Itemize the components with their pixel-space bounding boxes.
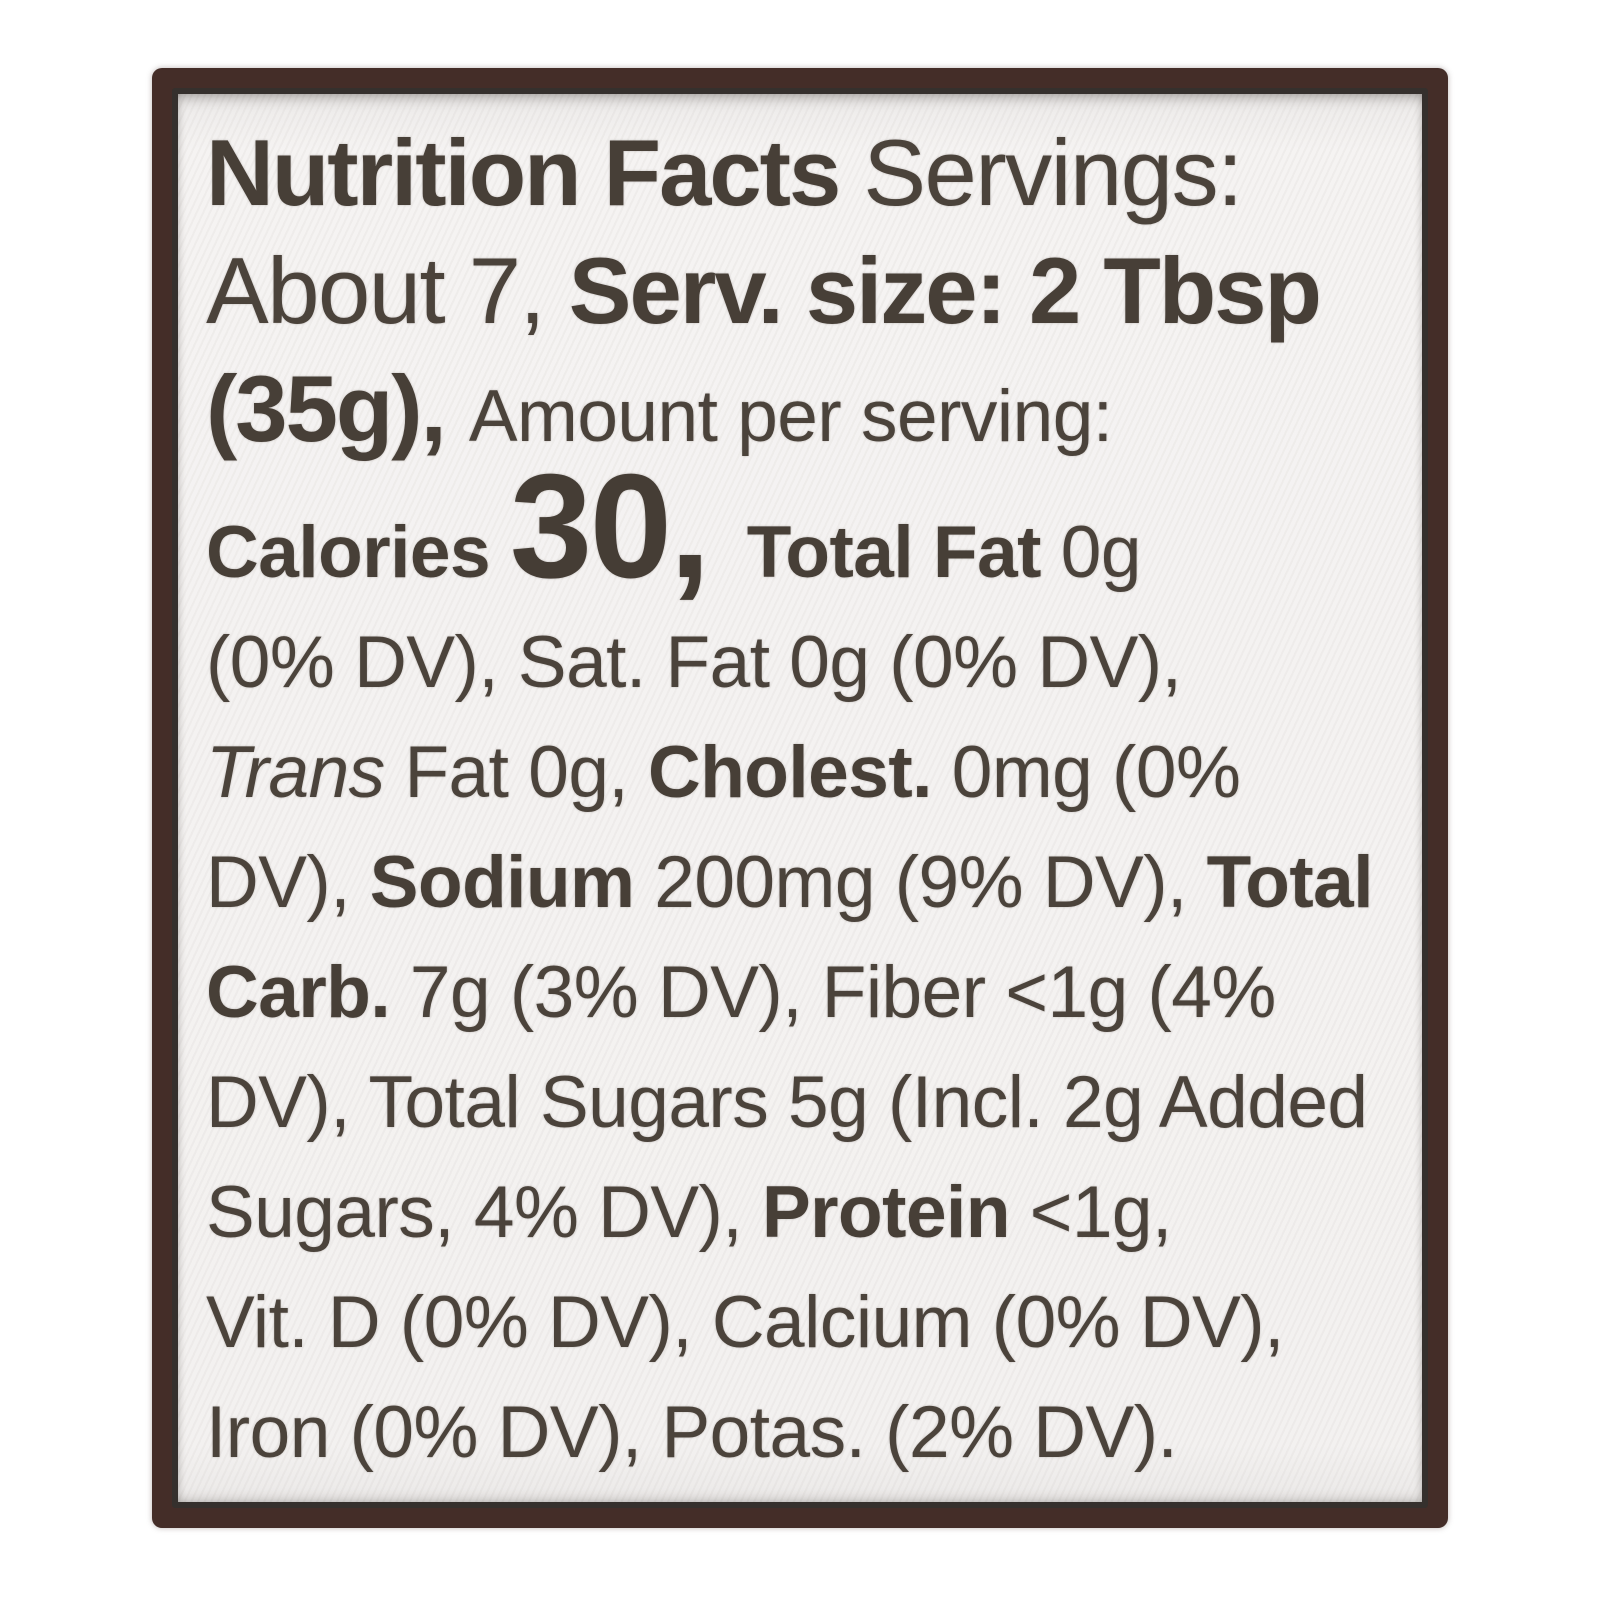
label-line-iron-potassium: Iron (0% DV), Potas. (2% DV). [206,1378,1402,1488]
nutrition-label: Nutrition Facts Servings: About 7, Serv.… [152,68,1448,1528]
label-line-title-servings: Nutrition Facts Servings: [206,118,1402,236]
sodium-label: Sodium [369,842,655,923]
total-carb-label-part2: Carb. [206,952,410,1033]
iron-potassium-text: Iron (0% DV), Potas. (2% DV). [206,1392,1178,1473]
cholesterol-value: 0mg (0% [951,732,1241,813]
label-line-amount-per-serving: (35g), Amount per serving: [206,354,1402,472]
nutrition-facts-title: Nutrition Facts [206,120,864,225]
total-carb-label-part1: Total [1206,842,1374,923]
vitd-calcium-text: Vit. D (0% DV), Calcium (0% DV), [206,1282,1284,1363]
nutrition-label-panel: Nutrition Facts Servings: About 7, Serv.… [172,88,1428,1508]
servings-value: About 7, [206,238,569,343]
label-line-protein: Sugars, 4% DV), Protein <1g, [206,1158,1402,1268]
calories-value: 30, [509,444,747,609]
amount-per-serving-label: Amount per serving: [468,376,1113,457]
trans-label: Trans [206,732,405,813]
trans-fat-value: Fat 0g, [404,732,648,813]
total-sugars-text: DV), Total Sugars 5g (Incl. 2g Added [206,1062,1368,1143]
added-sugars-dv: Sugars, 4% DV), [206,1172,762,1253]
protein-value: <1g, [1029,1172,1173,1253]
serving-size: Serv. size: 2 Tbsp [568,238,1322,343]
label-line-serving-size: About 7, Serv. size: 2 Tbsp [206,236,1402,354]
carb-fiber-values: 7g (3% DV), Fiber <1g (4% [409,952,1276,1033]
calories-label: Calories [206,512,510,593]
sodium-value: 200mg (9% DV), [654,842,1207,923]
label-line-carb-fiber: Carb. 7g (3% DV), Fiber <1g (4% [206,938,1402,1048]
protein-label: Protein [761,1172,1030,1253]
serving-size-grams: (35g), [206,356,469,461]
cholesterol-label: Cholest. [647,732,952,813]
label-line-trans-fat-cholesterol: Trans Fat 0g, Cholest. 0mg (0% [206,718,1402,828]
sat-fat-text: (0% DV), Sat. Fat 0g (0% DV), [206,622,1182,703]
total-fat-label: Total Fat [746,512,1061,593]
label-line-total-sugars: DV), Total Sugars 5g (Incl. 2g Added [206,1048,1402,1158]
dv-continued: DV), [206,842,370,923]
label-line-calories: Calories 30, Total Fat 0g [206,453,1402,608]
total-fat-value: 0g [1060,512,1142,593]
label-line-sat-fat: (0% DV), Sat. Fat 0g (0% DV), [206,608,1402,718]
label-line-sodium: DV), Sodium 200mg (9% DV), Total [206,828,1402,938]
label-line-vitd-calcium: Vit. D (0% DV), Calcium (0% DV), [206,1268,1402,1378]
servings-label: Servings: [863,120,1243,225]
